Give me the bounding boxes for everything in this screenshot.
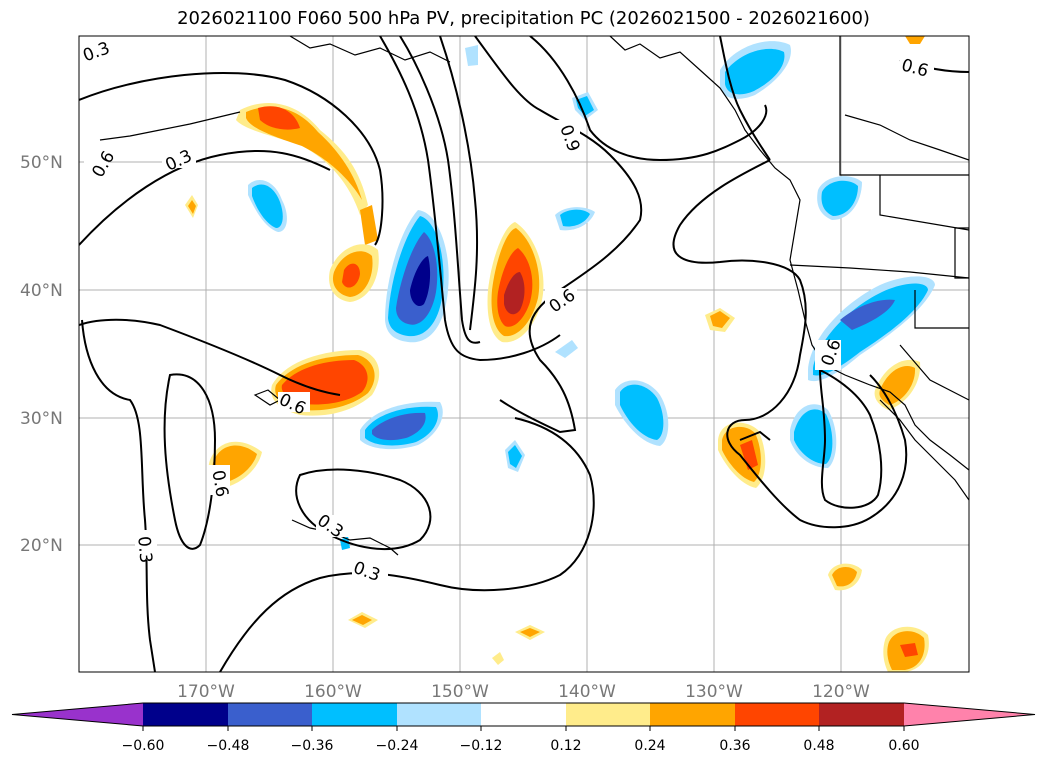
- lon-label: 140°W: [558, 682, 616, 702]
- precip-blob: [794, 409, 833, 464]
- contour-label: 0.3: [133, 535, 155, 564]
- precip-fill: [185, 36, 935, 672]
- precip-blob: [342, 263, 360, 288]
- colorbar-segment: [312, 703, 397, 726]
- colorbar-tick-label: −0.24: [376, 738, 419, 754]
- precip-blob: [576, 96, 594, 116]
- colorbar-tick-label: −0.60: [122, 738, 165, 754]
- pv-contours: [79, 36, 969, 672]
- precip-blob: [520, 628, 540, 637]
- precip-blob: [360, 205, 378, 245]
- colorbar: [11, 702, 1036, 731]
- colorbar-segment: [12, 703, 143, 726]
- precip-blob: [900, 643, 918, 657]
- precip-blob: [246, 106, 362, 200]
- longitude-labels: 170°W 160°W 150°W 140°W 130°W 120°W: [177, 682, 870, 702]
- precip-blob: [555, 340, 578, 358]
- lat-label: 40°N: [20, 281, 63, 301]
- lon-label: 120°W: [812, 682, 870, 702]
- colorbar-segment: [481, 703, 566, 726]
- precip-blob: [252, 184, 283, 228]
- precip-blob: [188, 200, 196, 214]
- colorbar-segment: [650, 703, 735, 726]
- precip-blob: [813, 283, 928, 376]
- colorbar-segment: [228, 703, 312, 726]
- lat-label: 20°N: [20, 536, 63, 556]
- lon-label: 150°W: [431, 682, 489, 702]
- colorbar-tick-label: −0.36: [291, 738, 334, 754]
- precip-blob: [821, 180, 858, 216]
- contour-label: 0.6: [207, 469, 231, 499]
- lon-label: 130°W: [685, 682, 743, 702]
- plot-frame: [78, 35, 970, 673]
- precip-blob: [710, 311, 730, 328]
- colorbar-tick-label: 0.12: [550, 738, 581, 754]
- map-title: 2026021100 F060 500 hPa PV, precipitatio…: [177, 8, 870, 29]
- precip-blob: [840, 299, 895, 330]
- precip-blob: [620, 384, 664, 440]
- precip-blob: [372, 412, 426, 441]
- lat-label: 50°N: [20, 153, 63, 173]
- colorbar-segment: [566, 703, 650, 726]
- precip-blob: [504, 272, 525, 315]
- lat-label: 30°N: [20, 409, 63, 429]
- colorbar-segment: [397, 703, 481, 726]
- colorbar-tick-label: −0.48: [207, 738, 250, 754]
- colorbar-tick-label: −0.12: [460, 738, 503, 754]
- precip-blob: [465, 45, 478, 66]
- precip-blob: [560, 209, 590, 227]
- precip-blob: [905, 36, 925, 44]
- precip-blob: [879, 366, 916, 405]
- lon-label: 160°W: [304, 682, 362, 702]
- colorbar-tick-label: 0.36: [719, 738, 750, 754]
- colorbar-segment: [143, 703, 228, 726]
- colorbar-tick-label: 0.24: [634, 738, 665, 754]
- precip-blob: [492, 652, 504, 665]
- colorbar-tick-label: 0.48: [803, 738, 834, 754]
- precip-blob: [725, 48, 785, 95]
- precip-blob: [410, 256, 431, 307]
- colorbar-segment: [735, 703, 819, 726]
- colorbar-tick-labels: −0.60 −0.48 −0.36 −0.24 −0.12 0.12 0.24 …: [122, 738, 920, 754]
- lon-label: 170°W: [177, 682, 235, 702]
- colorbar-tick-label: 0.60: [888, 738, 919, 754]
- precip-blob: [508, 445, 522, 468]
- colorbar-segment: [819, 703, 904, 726]
- latitude-labels: 50°N 40°N 30°N 20°N: [20, 153, 63, 556]
- precip-blob: [258, 106, 300, 130]
- precip-blob: [740, 440, 758, 470]
- precip-blob: [832, 566, 857, 587]
- precip-blob: [352, 615, 372, 625]
- colorbar-segment: [904, 703, 1035, 726]
